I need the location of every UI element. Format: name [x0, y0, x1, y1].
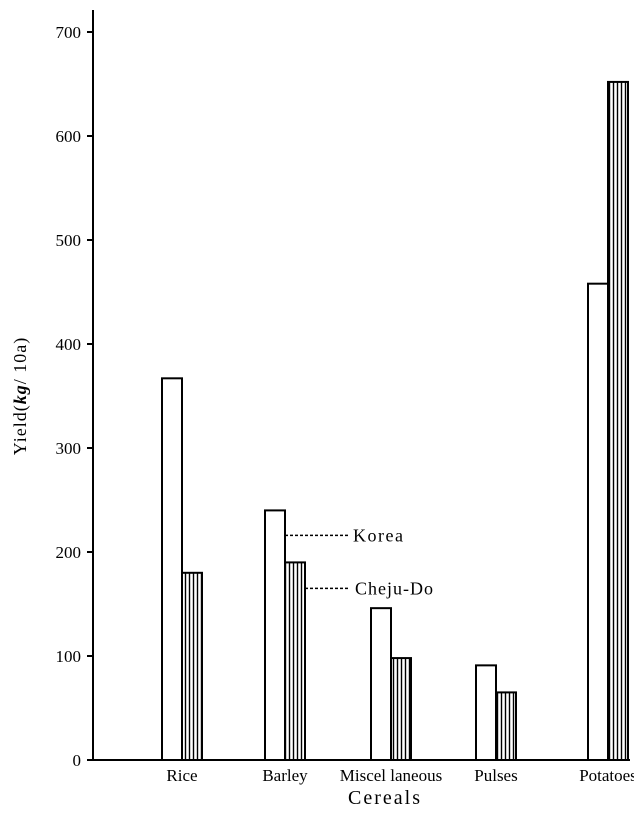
y-tick-label: 300: [56, 439, 82, 458]
bar-korea: [475, 664, 497, 761]
y-ticks: 0 100 200 300 400 500 600 700: [56, 23, 93, 770]
x-tick-label: Potatoes: [579, 766, 634, 785]
y-axis-title-unit-rest: / 10a): [10, 337, 31, 384]
bar-cheju-do: [284, 561, 306, 762]
x-tick-label: Pulses: [474, 766, 517, 785]
x-tick-label: Barley: [262, 766, 308, 785]
bar-cheju-do: [181, 571, 203, 761]
y-tick-label: 200: [56, 543, 82, 562]
y-axis-title: Yield(kg/ 10a): [10, 337, 31, 455]
bar-korea: [587, 282, 609, 761]
series-callouts: Korea Cheju-Do: [285, 525, 434, 598]
y-tick-label: 600: [56, 127, 82, 146]
x-tick-labels: Rice Barley Miscel laneous Pulses Potatoes: [166, 766, 634, 785]
x-tick-label: Miscel laneous: [340, 766, 442, 785]
x-tick-label: Rice: [166, 766, 197, 785]
y-axis-title-prefix: Yield(: [10, 404, 31, 455]
callout-label-korea: Korea: [353, 525, 404, 545]
y-tick-label: 400: [56, 335, 82, 354]
x-axis-title: Cereals: [348, 787, 422, 809]
bar-korea: [370, 607, 392, 761]
y-tick-label: 0: [73, 751, 82, 770]
bar-korea: [161, 377, 183, 761]
bar-cheju-do: [390, 657, 412, 762]
y-axis-title-unit-main: kg: [10, 384, 30, 404]
y-tick-label: 700: [56, 23, 82, 42]
callout-label-cheju-do: Cheju-Do: [355, 578, 434, 598]
y-tick-label: 100: [56, 647, 82, 666]
bar-korea: [264, 509, 286, 761]
bar-cheju-do: [607, 80, 629, 762]
y-tick-label: 500: [56, 231, 82, 250]
bar-cheju-do: [495, 691, 517, 762]
bars: [161, 80, 629, 762]
